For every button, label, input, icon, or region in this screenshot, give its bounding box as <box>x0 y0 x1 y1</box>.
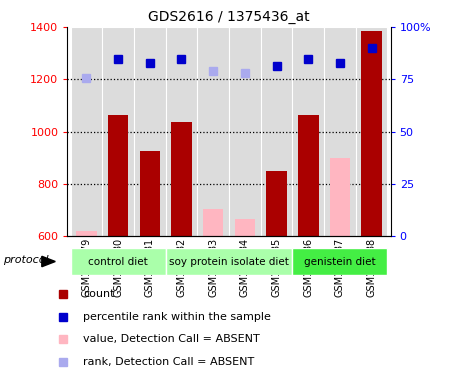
Bar <box>108 114 128 236</box>
Bar <box>292 248 387 275</box>
Text: control diet: control diet <box>88 257 148 266</box>
Text: value, Detection Call = ABSENT: value, Detection Call = ABSENT <box>83 334 260 344</box>
Bar <box>298 115 319 236</box>
Bar <box>266 171 287 236</box>
Bar <box>324 27 356 236</box>
Text: protocol: protocol <box>3 255 49 265</box>
Text: rank, Detection Call = ABSENT: rank, Detection Call = ABSENT <box>83 357 254 367</box>
Bar <box>140 151 160 236</box>
Bar <box>76 231 97 236</box>
Bar <box>361 31 382 236</box>
Bar <box>171 122 192 236</box>
Text: percentile rank within the sample: percentile rank within the sample <box>83 312 271 322</box>
Bar <box>261 27 292 236</box>
Bar <box>197 27 229 236</box>
Bar <box>166 248 292 275</box>
Bar <box>229 27 261 236</box>
Bar <box>203 209 224 236</box>
Bar <box>71 27 102 236</box>
Text: soy protein isolate diet: soy protein isolate diet <box>169 257 289 266</box>
Bar <box>292 27 324 236</box>
Bar <box>234 219 255 236</box>
Text: count: count <box>83 290 115 300</box>
Bar <box>356 27 387 236</box>
Bar <box>166 27 197 236</box>
Title: GDS2616 / 1375436_at: GDS2616 / 1375436_at <box>148 10 310 25</box>
Bar <box>102 27 134 236</box>
Bar <box>330 158 350 236</box>
Bar <box>71 248 166 275</box>
Polygon shape <box>42 256 55 267</box>
Bar <box>134 27 166 236</box>
Text: genistein diet: genistein diet <box>304 257 376 266</box>
